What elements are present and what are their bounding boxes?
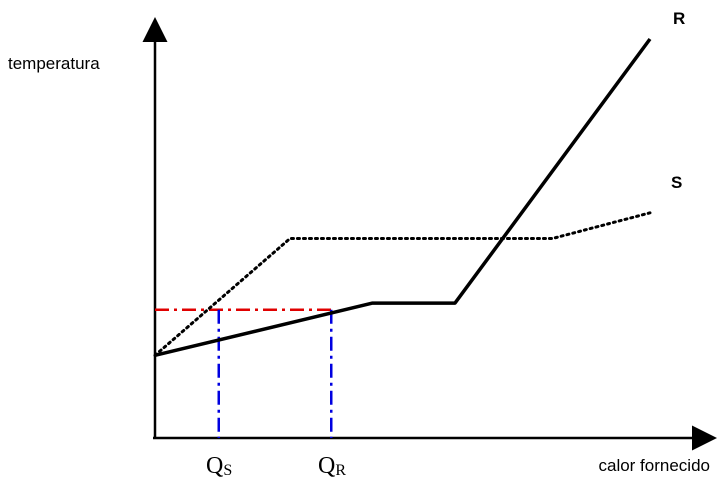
q-s-letter: Q [206,453,223,479]
q-s-label: QS [206,453,232,479]
q-r-label: QR [318,453,346,479]
q-r-subscript: R [335,462,346,479]
series-layer [153,37,652,358]
x-axis-label: calor fornecido [598,456,710,475]
q-s-subscript: S [223,462,232,479]
series-s-line [153,211,652,357]
series-label-r: R [673,9,685,28]
series-r-line [154,37,652,358]
y-axis-label: temperatura [8,54,100,73]
guide-lines [155,308,333,438]
q-r-letter: Q [318,453,335,479]
svg-text:QS: QS [206,453,232,479]
series-label-s: S [671,173,682,192]
svg-text:QR: QR [318,453,346,479]
